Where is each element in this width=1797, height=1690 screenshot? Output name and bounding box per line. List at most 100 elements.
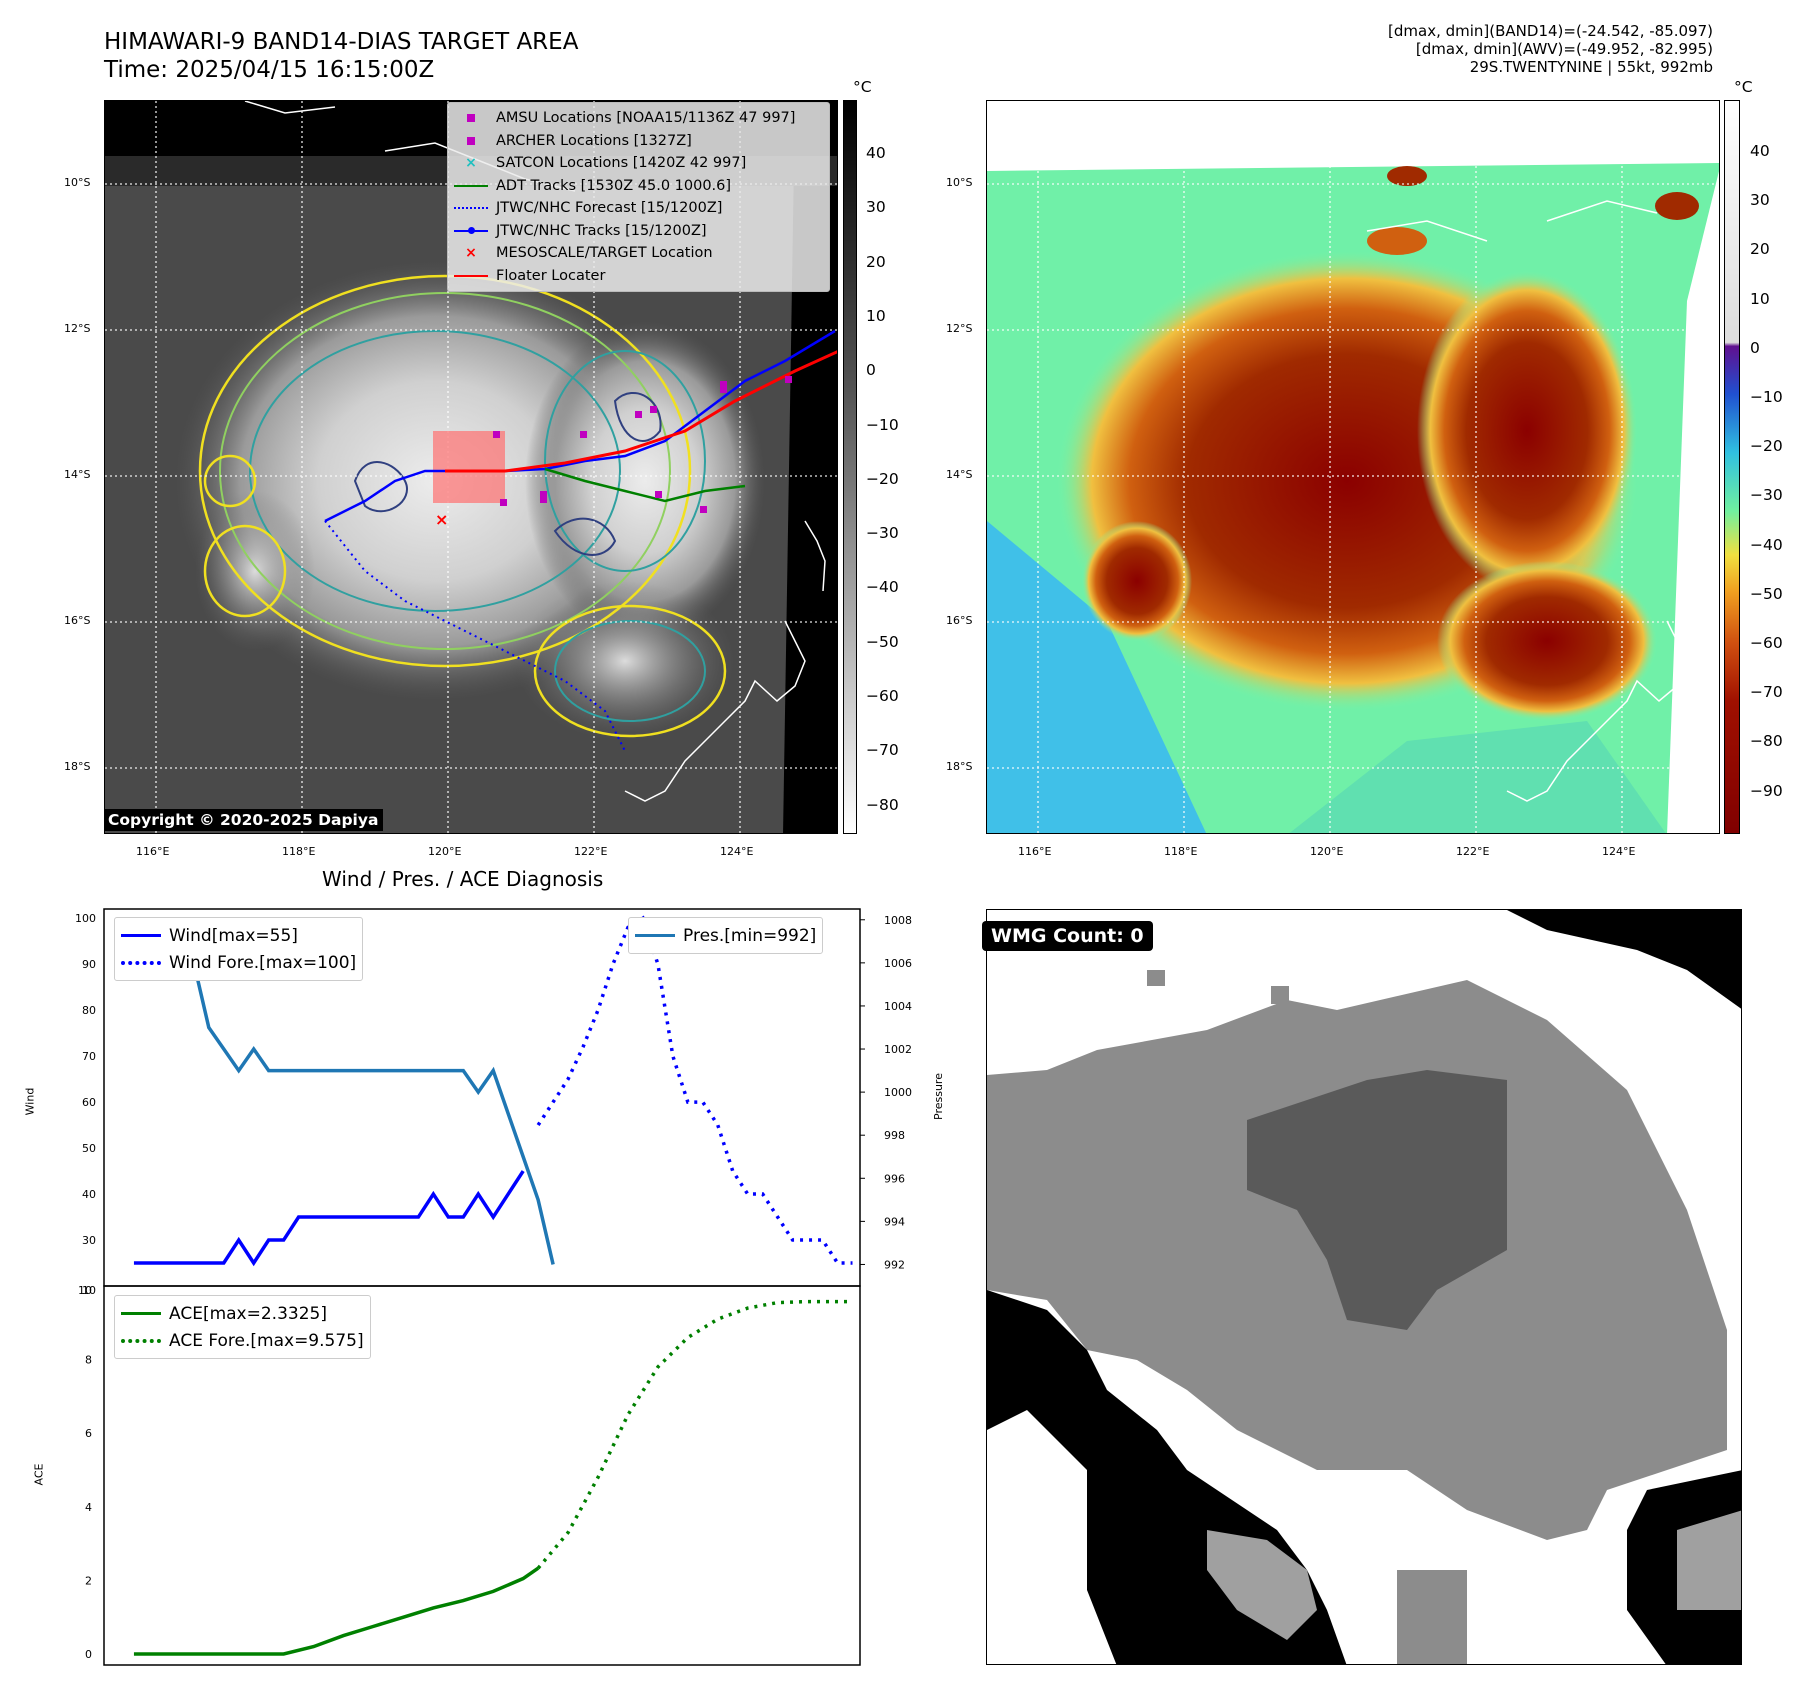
colorbar-gray-tick-10: −60 xyxy=(866,687,899,705)
wind-series-2 xyxy=(132,918,555,1265)
lon-label-116e: 116°E xyxy=(136,845,170,858)
ace-series-0 xyxy=(133,1566,540,1656)
legend-ace-forecast: ACE Fore.[max=9.575] xyxy=(121,1327,364,1354)
wind-ytick-2: 40 xyxy=(82,1188,96,1201)
colorbar-color xyxy=(1724,100,1740,834)
lon-label-122e-right: 122°E xyxy=(1456,845,1490,858)
wind-ytick-4: 60 xyxy=(82,1096,96,1109)
pressure-ytick-5: 1002 xyxy=(884,1043,912,1056)
wind-ytick-7: 90 xyxy=(82,958,96,971)
colorbar-color-tick-7: −30 xyxy=(1750,486,1783,505)
ace-ytick-3: 6 xyxy=(85,1427,92,1440)
wind-legend: Wind[max=55] Wind Fore.[max=100] xyxy=(114,917,364,981)
colorbar-gray-tick-9: −50 xyxy=(866,632,899,651)
copyright-badge: Copyright © 2020-2025 Dapiya xyxy=(105,809,384,831)
ace-ytick-1: 2 xyxy=(85,1574,92,1587)
lat-label-12s-right: 12°S xyxy=(946,322,973,335)
lon-label-124e-right: 124°E xyxy=(1602,845,1636,858)
colorbar-gray-tick-12: −80 xyxy=(866,795,899,814)
pressure-legend: Pres.[min=992] xyxy=(628,917,824,954)
lat-label-18s-right: 18°S xyxy=(946,760,973,773)
ace-ytick-4: 8 xyxy=(85,1354,92,1367)
lon-label-118e-right: 118°E xyxy=(1164,845,1198,858)
info-line-3: 29S.TWENTYNINE | 55kt, 992mb xyxy=(1469,58,1713,76)
wmg-count-badge: WMG Count: 0 xyxy=(982,921,1153,951)
pressure-ytick-3: 998 xyxy=(884,1129,905,1142)
colorbar-gray-tick-11: −70 xyxy=(866,741,899,760)
legend-adt: ADT Tracks [1530Z 45.0 1000.6] xyxy=(454,175,823,198)
wmg-panel xyxy=(986,909,1742,1665)
legend-ace: ACE[max=2.3325] xyxy=(121,1300,364,1327)
pressure-ytick-0: 992 xyxy=(884,1258,905,1271)
ace-series-1 xyxy=(536,1299,853,1570)
title-line-1: HIMAWARI-9 BAND14-DIAS TARGET AREA xyxy=(104,29,579,55)
wind-ytick-1: 30 xyxy=(82,1234,96,1247)
info-line-2: [dmax, dmin](AWV)=(-49.952, -82.995) xyxy=(1415,40,1713,58)
colorbar-color-tick-8: −40 xyxy=(1750,535,1783,554)
wind-ytick-0: 10 xyxy=(82,1284,96,1297)
legend-floater: Floater Locater xyxy=(454,265,823,288)
ace-ytick-2: 4 xyxy=(85,1501,92,1514)
pressure-ytick-6: 1004 xyxy=(884,1000,912,1013)
colorbar-gray-tick-2: 20 xyxy=(866,252,886,271)
colorbar-gray-tick-8: −40 xyxy=(866,578,899,597)
colorbar-color-tick-13: −90 xyxy=(1750,781,1783,800)
colorbar-color-tick-0: 40 xyxy=(1750,142,1770,160)
map-legend: AMSU Locations [NOAA15/1136Z 47 997] ARC… xyxy=(447,102,830,292)
colorbar-color-tick-6: −20 xyxy=(1750,437,1783,456)
colorbar-color-tick-2: 20 xyxy=(1750,240,1770,259)
legend-satcon: × SATCON Locations [1420Z 42 997] xyxy=(465,155,747,172)
lon-label-120e: 120°E xyxy=(428,845,462,858)
wind-ytick-8: 100 xyxy=(75,912,96,925)
legend-amsu: AMSU Locations [NOAA15/1136Z 47 997] xyxy=(454,107,823,130)
color-map-image xyxy=(987,101,1719,833)
ace-axes xyxy=(103,1285,861,1666)
colorbar-color-tick-3: 10 xyxy=(1750,289,1770,308)
lon-label-124e: 124°E xyxy=(720,845,754,858)
svg-text:×: × xyxy=(435,510,448,529)
legend-wind-forecast: Wind Fore.[max=100] xyxy=(121,949,356,976)
colorbar-color-unit: °C xyxy=(1734,78,1753,96)
title-line-2: Time: 2025/04/15 16:15:00Z xyxy=(104,57,435,83)
colorbar-gray-tick-1: 30 xyxy=(866,198,886,217)
ace-legend: ACE[max=2.3325] ACE Fore.[max=9.575] xyxy=(114,1295,371,1359)
colorbar-color-tick-10: −60 xyxy=(1750,634,1783,652)
color-map-panel xyxy=(986,100,1720,834)
ace-ytick-0: 0 xyxy=(85,1648,92,1661)
pressure-ytick-4: 1000 xyxy=(884,1086,912,1099)
info-line-1: [dmax, dmin](BAND14)=(-24.542, -85.097) xyxy=(1388,22,1713,40)
ace-ytick-5: 10 xyxy=(78,1284,92,1297)
ace-axis-label: ACE xyxy=(32,1463,46,1486)
colorbar-gray-tick-3: 10 xyxy=(866,306,886,325)
lon-label-118e: 118°E xyxy=(282,845,316,858)
wind-series-1 xyxy=(536,915,853,1265)
legend-jtwc-tracks: JTWC/NHC Tracks [15/1200Z] xyxy=(454,220,823,243)
colorbar-color-tick-9: −50 xyxy=(1750,584,1783,603)
colorbar-color-tick-1: 30 xyxy=(1750,191,1770,210)
lat-label-10s: 10°S xyxy=(64,176,91,189)
colorbar-color-tick-4: 0 xyxy=(1750,338,1760,357)
lat-label-14s-right: 14°S xyxy=(946,468,973,481)
wind-ytick-6: 80 xyxy=(82,1004,96,1017)
pressure-ytick-8: 1008 xyxy=(884,914,912,927)
lat-label-18s: 18°S xyxy=(64,760,91,773)
lat-label-16s: 16°S xyxy=(64,614,91,627)
wind-ytick-3: 50 xyxy=(82,1142,96,1155)
colorbar-gray-tick-6: −20 xyxy=(866,469,899,488)
legend-jtwc-forecast: JTWC/NHC Forecast [15/1200Z] xyxy=(454,197,823,220)
lon-label-122e: 122°E xyxy=(574,845,608,858)
colorbar-gray-tick-5: −10 xyxy=(866,415,899,434)
colorbar-color-tick-12: −80 xyxy=(1750,732,1783,751)
legend-wind: Wind[max=55] xyxy=(121,922,356,949)
lat-label-10s-right: 10°S xyxy=(946,176,973,189)
pressure-ytick-2: 996 xyxy=(884,1172,905,1185)
colorbar-gray-unit: °C xyxy=(853,78,872,96)
legend-pressure: Pres.[min=992] xyxy=(635,922,816,949)
pressure-ytick-1: 994 xyxy=(884,1215,905,1228)
storm-info: [dmax, dmin](BAND14)=(-24.542, -85.097) … xyxy=(1388,22,1713,76)
wind-axis-label: Wind xyxy=(23,1087,37,1116)
ir-map-panel: × Copyright © 2020-2025 Dapiya AMSU Loca… xyxy=(104,100,838,834)
colorbar-gray xyxy=(843,100,857,834)
lat-label-16s-right: 16°S xyxy=(946,614,973,627)
